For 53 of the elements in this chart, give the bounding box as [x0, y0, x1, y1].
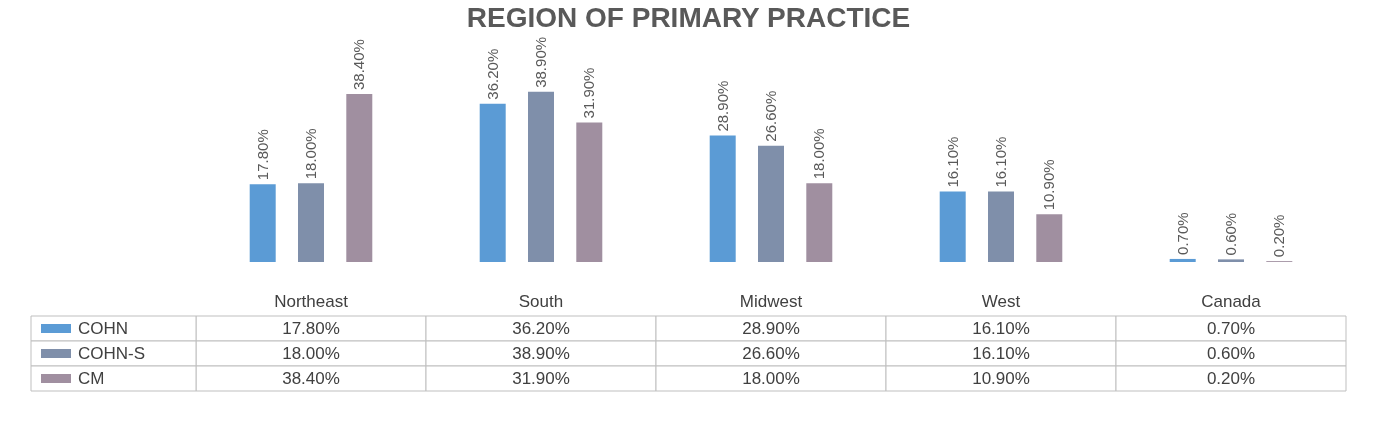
data-label: 38.90%: [512, 343, 570, 363]
bar: [249, 184, 276, 262]
data-label: 17.80%: [282, 318, 340, 338]
data-label: 31.90%: [512, 368, 570, 388]
x-tick-label: Midwest: [739, 291, 803, 311]
x-tick-label: Northeast: [274, 291, 349, 311]
data-label: 28.90%: [742, 318, 800, 338]
data-label: 10.90%: [972, 368, 1030, 388]
text: 16.10%: [992, 136, 1009, 188]
text: 26.60%: [762, 90, 779, 142]
bar: [479, 103, 506, 262]
data-label: 36.20%: [512, 318, 570, 338]
text: 18.00%: [302, 128, 319, 180]
bar: [528, 91, 554, 262]
text: 36.20%: [483, 48, 501, 100]
text: 16.10%: [943, 136, 961, 188]
bar: [939, 191, 966, 262]
bar: [298, 183, 324, 262]
bar: [709, 135, 736, 262]
x-tick-label: South: [518, 291, 564, 311]
x-tick-label: West: [981, 291, 1021, 311]
data-label: 38.40%: [282, 368, 340, 388]
data-label: 16.10%: [972, 343, 1030, 363]
text: 38.40%: [350, 39, 368, 90]
chart-title: REGION OF PRIMARY PRACTICE: [466, 1, 911, 33]
bar: [1036, 214, 1063, 262]
text: 17.80%: [253, 129, 271, 181]
data-label: 26.60%: [742, 343, 800, 363]
text: 10.90%: [1040, 159, 1058, 211]
data-label: 16.10%: [972, 318, 1030, 338]
bar: [346, 94, 373, 262]
text: 0.70%: [1173, 212, 1191, 255]
bar: [1218, 259, 1244, 262]
x-tick-label: Canada: [1201, 291, 1262, 311]
legend-label: COHN: [78, 318, 129, 338]
data-label: 18.00%: [742, 368, 800, 388]
data-label: 18.00%: [282, 343, 340, 363]
bar: [576, 122, 603, 262]
legend-label: CM: [78, 368, 105, 388]
text: 28.90%: [713, 80, 731, 132]
bar: [758, 145, 784, 262]
text: 38.90%: [532, 36, 549, 88]
text: 31.90%: [580, 67, 598, 119]
data-label: 0.20%: [1206, 368, 1256, 388]
bar: [1169, 258, 1196, 262]
text: 18.00%: [810, 128, 828, 180]
bar: [806, 183, 833, 262]
text: 0.60%: [1222, 212, 1239, 256]
legend-label: COHN-S: [78, 343, 146, 363]
text: 0.20%: [1270, 214, 1288, 258]
data-label: 0.60%: [1206, 343, 1256, 363]
bar: [988, 191, 1014, 262]
data-label: 0.70%: [1206, 318, 1256, 338]
